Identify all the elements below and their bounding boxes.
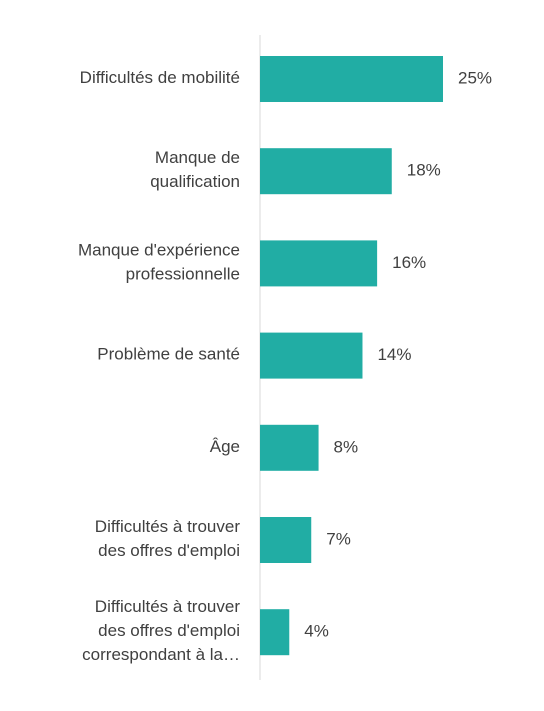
- value-label: 18%: [407, 161, 441, 180]
- category-label-line: Difficultés à trouver: [95, 517, 241, 536]
- value-label: 4%: [304, 622, 329, 641]
- category-label-line: Âge: [210, 437, 240, 456]
- category-label-line: Manque d'expérience: [78, 241, 240, 260]
- category-label: Problème de santé: [97, 345, 240, 364]
- category-label-line: Manque de: [155, 149, 240, 168]
- value-label: 14%: [377, 345, 411, 364]
- bar: [260, 609, 290, 656]
- value-label: 25%: [458, 68, 492, 87]
- bar: [260, 148, 392, 195]
- bar: [260, 240, 378, 287]
- bar: [260, 332, 363, 379]
- value-label: 16%: [392, 253, 426, 272]
- category-label: Manque d'expérience professionnelle: [78, 241, 240, 284]
- bar: [260, 424, 319, 471]
- value-label: 7%: [326, 529, 351, 548]
- category-label-line: Difficultés à trouver: [95, 598, 241, 617]
- category-label-line: des offres d'emploi: [98, 622, 240, 641]
- value-label: 8%: [334, 437, 359, 456]
- bar: [260, 517, 312, 563]
- category-label: Manque de qualification: [150, 149, 240, 192]
- category-label-line: Difficultés de mobilité: [80, 68, 240, 87]
- category-label: Âge: [210, 437, 240, 456]
- category-label-line: Problème de santé: [97, 345, 240, 364]
- category-label-line: professionnelle: [126, 265, 240, 284]
- category-label-line: des offres d'emploi: [98, 541, 240, 560]
- category-label: Difficultés à trouver des offres d'emploi…: [82, 598, 240, 665]
- bar: [260, 56, 443, 102]
- category-label-line: qualification: [150, 173, 240, 192]
- category-label: Difficultés à trouver des offres d'emploi: [95, 517, 241, 560]
- category-label: Difficultés de mobilité: [80, 68, 240, 87]
- category-label-line: correspondant à la…: [82, 646, 240, 665]
